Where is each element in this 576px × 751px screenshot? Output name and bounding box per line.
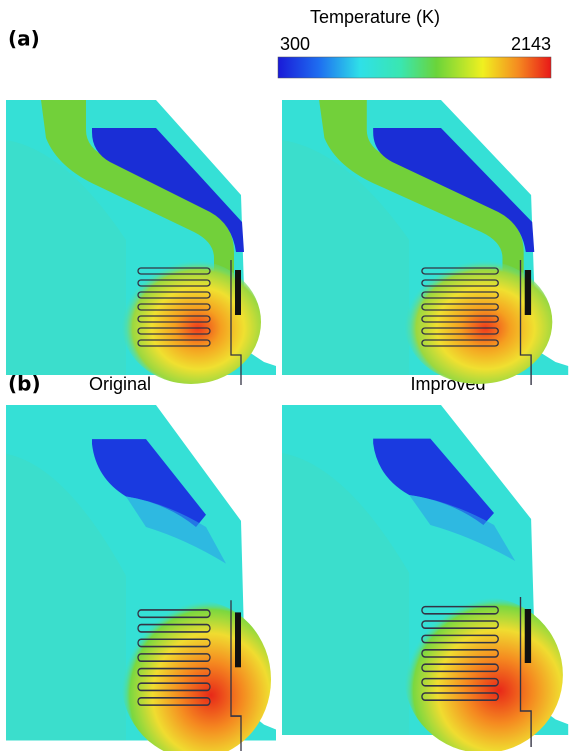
colorbar-min: 300 [280, 34, 310, 54]
contour-plot [6, 100, 276, 385]
column-label: Original [89, 374, 151, 394]
contour-plot [282, 405, 568, 751]
contour-plot [282, 100, 568, 385]
colorbar-title: Temperature (K) [310, 7, 440, 27]
colorbar-max: 2143 [511, 34, 551, 54]
panel-label: (b) [8, 372, 41, 396]
contour-plot [6, 405, 276, 751]
panel-label: (a) [8, 27, 40, 51]
colorbar [277, 56, 552, 79]
